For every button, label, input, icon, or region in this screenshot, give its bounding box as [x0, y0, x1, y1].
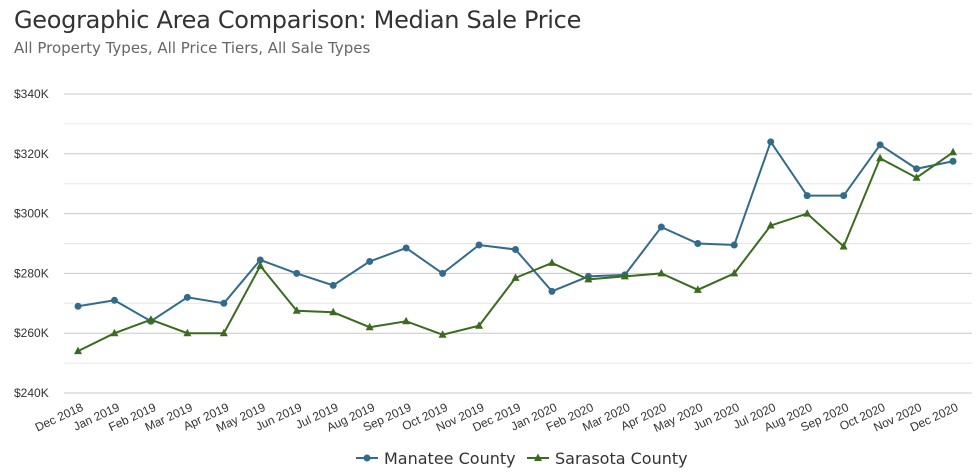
data-point	[475, 241, 483, 249]
data-point	[730, 241, 738, 249]
legend-item: Manatee County	[356, 449, 516, 468]
grid-lines	[64, 93, 972, 394]
data-point	[912, 173, 921, 181]
data-point	[438, 330, 447, 338]
data-point	[766, 221, 775, 229]
y-tick-label: $300K	[14, 207, 49, 221]
data-point	[365, 322, 374, 331]
y-axis-ticks: $240K $260K $280K $300K $320K $340K	[14, 87, 49, 400]
data-point	[694, 240, 702, 247]
data-point	[293, 269, 301, 277]
data-point	[620, 271, 629, 280]
data-point	[402, 316, 411, 325]
data-point	[657, 268, 666, 277]
data-point	[292, 306, 301, 314]
data-point	[220, 299, 228, 307]
data-point	[839, 241, 848, 250]
data-point	[949, 157, 957, 165]
data-point	[329, 281, 337, 289]
data-point	[74, 302, 82, 310]
legend-label: Sarasota County	[555, 449, 688, 468]
y-tick-label: $240K	[14, 386, 49, 400]
chart-title: Geographic Area Comparison: Median Sale …	[14, 6, 582, 34]
data-point	[512, 245, 519, 253]
data-point	[256, 256, 264, 264]
data-point	[876, 153, 885, 162]
y-tick-label: $280K	[14, 266, 49, 280]
series-line	[77, 139, 954, 323]
y-tick-label: $260K	[14, 326, 49, 340]
y-tick-label: $320K	[14, 147, 49, 161]
data-point	[74, 346, 82, 355]
data-point	[183, 328, 192, 337]
data-point	[730, 268, 739, 277]
data-point	[547, 258, 556, 266]
data-point	[110, 296, 118, 304]
data-point	[913, 165, 921, 173]
data-point	[183, 293, 191, 301]
data-point	[657, 223, 665, 231]
data-point	[840, 192, 848, 200]
data-point	[219, 328, 228, 337]
data-point	[767, 138, 775, 146]
data-point	[366, 257, 374, 265]
data-point	[329, 307, 338, 316]
legend-marker	[363, 454, 371, 462]
legend-marker	[534, 453, 542, 461]
series-manatee-county	[74, 138, 957, 325]
data-point	[146, 315, 155, 323]
data-point	[803, 209, 812, 217]
data-point	[584, 274, 593, 283]
legend-label: Manatee County	[384, 449, 516, 468]
data-point	[439, 269, 447, 277]
data-point	[402, 244, 410, 252]
legend-item: Sarasota County	[527, 449, 688, 468]
data-point	[693, 285, 702, 293]
data-point	[110, 328, 119, 337]
data-point	[876, 141, 884, 149]
series-lines	[74, 138, 957, 355]
data-point	[803, 192, 811, 200]
data-point	[256, 261, 265, 269]
legend: Manatee County Sarasota County	[356, 449, 688, 468]
y-tick-label: $340K	[14, 87, 49, 101]
data-point	[511, 273, 520, 281]
data-point	[949, 147, 957, 156]
data-point	[475, 321, 484, 329]
chart-subtitle: All Property Types, All Price Tiers, All…	[14, 39, 371, 57]
data-point	[548, 287, 556, 295]
series-sarasota-county	[74, 147, 957, 355]
